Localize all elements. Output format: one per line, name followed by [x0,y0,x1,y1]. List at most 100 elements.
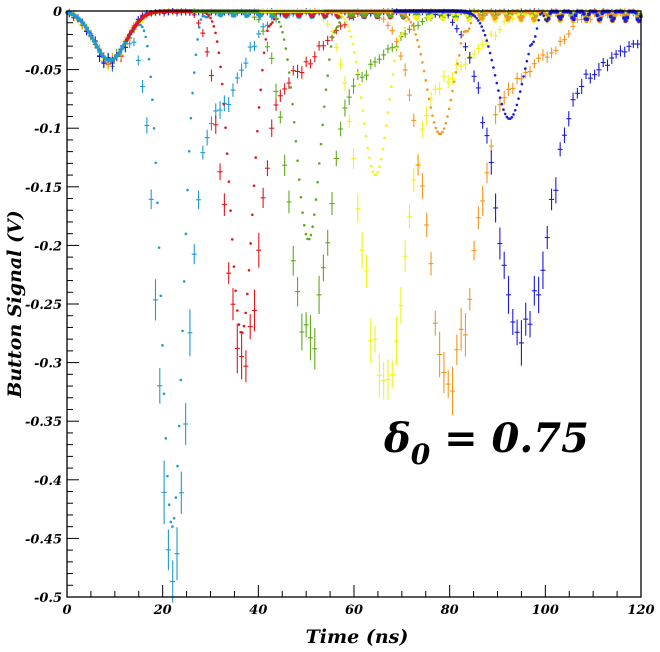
y-tick-label: -0.2 [34,239,62,254]
data-point [292,120,296,124]
data-point [128,32,133,36]
data-point [157,246,161,249]
data-point [364,134,368,138]
data-point [159,294,163,298]
data-point [361,109,365,112]
y-tick-label: -0.25 [25,298,62,313]
data-point [371,170,375,173]
data-point [285,12,290,17]
data-point [152,126,156,130]
data-point [154,161,158,165]
data-point [480,25,484,28]
data-point [353,51,356,54]
data-point [93,42,98,46]
data-point [252,184,256,188]
data-point [338,21,341,24]
data-point [442,13,447,18]
series-layer [65,8,643,603]
y-tick-label: -0.4 [34,474,62,489]
data-point [316,180,319,184]
data-point [446,115,449,118]
data-point [139,23,142,27]
data-point [329,45,333,48]
data-point [422,69,426,73]
data-point [304,232,308,236]
data-point [421,61,424,64]
data-point [326,74,329,77]
data-point [411,24,414,27]
data-point [225,152,229,155]
data-point [512,113,515,116]
data-point [301,211,304,214]
data-point [483,33,487,37]
data-point [259,88,263,92]
data-point [407,18,411,21]
data-point [299,195,303,199]
data-point [528,44,532,47]
data-point [396,38,400,42]
data-point [545,19,549,23]
data-point [523,67,527,70]
data-point [374,173,378,177]
data-point [245,13,250,18]
x-tick-label: 20 [153,603,172,618]
data-point [516,12,521,17]
data-point [400,33,403,37]
data-point [477,19,480,22]
data-point [560,14,564,19]
data-point [266,29,269,33]
data-point [464,13,469,18]
data-point [369,164,373,168]
data-point [432,121,436,124]
data-point [495,81,499,85]
data-point [485,39,489,42]
data-point [242,324,246,328]
measurement-series [66,8,641,400]
x-tick-label: 120 [627,603,654,618]
data-point [532,18,537,23]
data-point [241,331,244,334]
data-point [189,116,193,120]
data-point [254,156,258,159]
x-axis-title: Time (ns) [306,626,409,648]
data-point [459,41,463,45]
data-point [246,292,249,296]
data-point [384,124,388,127]
data-point [406,15,409,19]
measurement-series [66,8,641,416]
data-point [405,19,408,22]
data-point [214,31,217,35]
data-point [391,73,395,76]
data-point [191,91,194,95]
y-tick-label: 0 [53,5,62,20]
data-point [149,75,153,79]
y-axis-title: Button Signal (V) [4,210,26,398]
data-point [488,51,492,55]
data-point [169,520,173,524]
data-point [376,170,380,174]
data-point [540,11,544,15]
data-point [269,23,273,26]
x-tick-label: 80 [441,603,459,618]
data-point [187,149,191,153]
data-point [379,157,383,161]
data-point [171,525,174,528]
data-point [118,49,123,53]
data-point [390,85,393,88]
data-point [403,26,407,30]
measurement-series [66,8,641,383]
data-point [527,52,530,56]
data-point [461,33,464,37]
data-point [622,16,626,20]
data-point [324,14,328,19]
data-point [215,40,219,43]
data-point [232,13,237,18]
data-point [454,17,459,22]
data-point [336,25,340,28]
data-point [296,159,299,162]
y-tick-label: -0.35 [25,415,62,430]
data-point [401,31,405,35]
data-point [533,35,537,38]
data-point [359,96,363,99]
data-point [544,18,547,21]
